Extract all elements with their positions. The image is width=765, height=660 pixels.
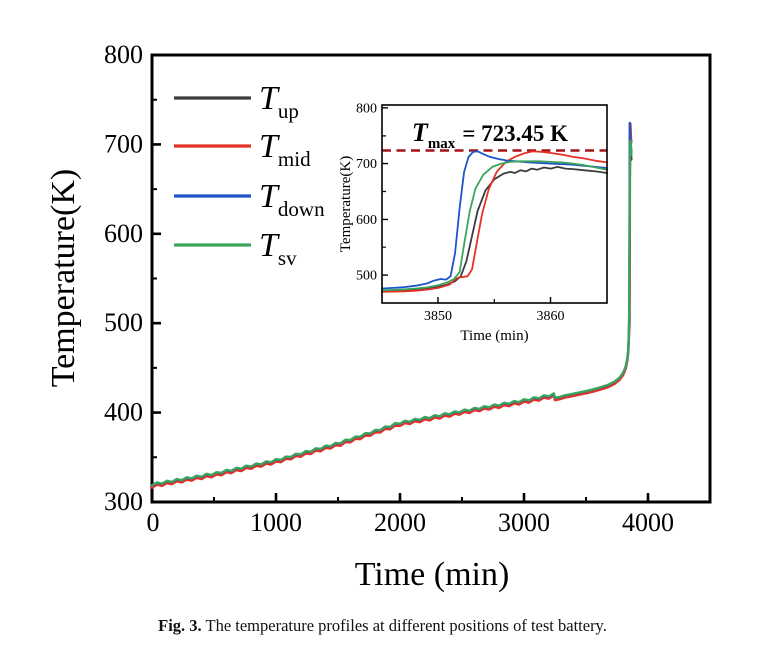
x-tick-label: 2000 xyxy=(374,508,426,537)
figure-caption: Fig. 3. The temperature profiles at diff… xyxy=(0,616,765,636)
legend-label-sv: Tsv xyxy=(259,227,297,270)
y-tick-label: 600 xyxy=(104,219,143,248)
inset-y-tick-label: 800 xyxy=(356,101,377,116)
inset-y-axis-label: Temperature(K) xyxy=(338,156,354,252)
inset-y-tick-label: 700 xyxy=(356,157,377,172)
x-tick-label: 4000 xyxy=(622,508,674,537)
curve-T_sv xyxy=(150,139,633,487)
y-tick-label: 500 xyxy=(104,308,143,337)
y-tick-label: 400 xyxy=(104,398,143,427)
x-tick-label: 1000 xyxy=(250,508,302,537)
inset-curve-T_down xyxy=(381,150,608,290)
x-axis-major-ticks xyxy=(274,493,650,502)
main-curves xyxy=(150,121,633,489)
inset-curve-T_up xyxy=(381,165,608,292)
x-axis-minor-ticks xyxy=(213,497,587,502)
legend-label-down: Tdown xyxy=(259,178,325,221)
inset-plot: 500 600 700 800 3850 3860 Time (min) Tem… xyxy=(338,101,608,344)
inset-x-major-ticks xyxy=(437,297,552,303)
inset-x-tick-label: 3850 xyxy=(424,309,452,324)
x-tick-label: 0 xyxy=(147,508,160,537)
legend-label-up: Tup xyxy=(259,80,299,123)
curve-T_mid xyxy=(150,122,633,489)
y-axis-major-ticks xyxy=(152,143,161,414)
inset-y-minor-ticks xyxy=(382,135,386,248)
inset-background xyxy=(382,105,607,303)
legend-label-mid: Tmid xyxy=(259,128,311,171)
inset-y-tick-label: 600 xyxy=(356,213,377,228)
inset-curve-T_mid xyxy=(381,150,608,293)
chart-svg: 300 400 500 600 700 800 0 1000 2000 3000… xyxy=(45,40,712,593)
inset-x-axis-label: Time (min) xyxy=(460,328,528,344)
caption-fig-number: Fig. 3. xyxy=(158,616,202,635)
x-axis-label: Time (min) xyxy=(355,556,510,593)
legend: Tup Tmid Tdown Tsv xyxy=(174,80,325,270)
inset-curves xyxy=(381,150,608,293)
y-tick-label: 300 xyxy=(104,487,143,516)
inset-curve-T_sv xyxy=(381,160,608,292)
tmax-annotation: Tmax = 723.45 K xyxy=(412,118,568,152)
caption-text: The temperature profiles at different po… xyxy=(201,616,607,635)
inset-x-tick-label: 3860 xyxy=(537,309,565,324)
y-tick-label: 800 xyxy=(104,40,143,69)
inset-y-major-ticks xyxy=(382,107,388,276)
x-tick-label: 3000 xyxy=(498,508,550,537)
y-axis-label: Temperature(K) xyxy=(45,169,82,388)
y-axis-minor-ticks xyxy=(152,98,157,459)
inset-y-tick-label: 500 xyxy=(356,269,377,284)
y-tick-label: 700 xyxy=(104,129,143,158)
